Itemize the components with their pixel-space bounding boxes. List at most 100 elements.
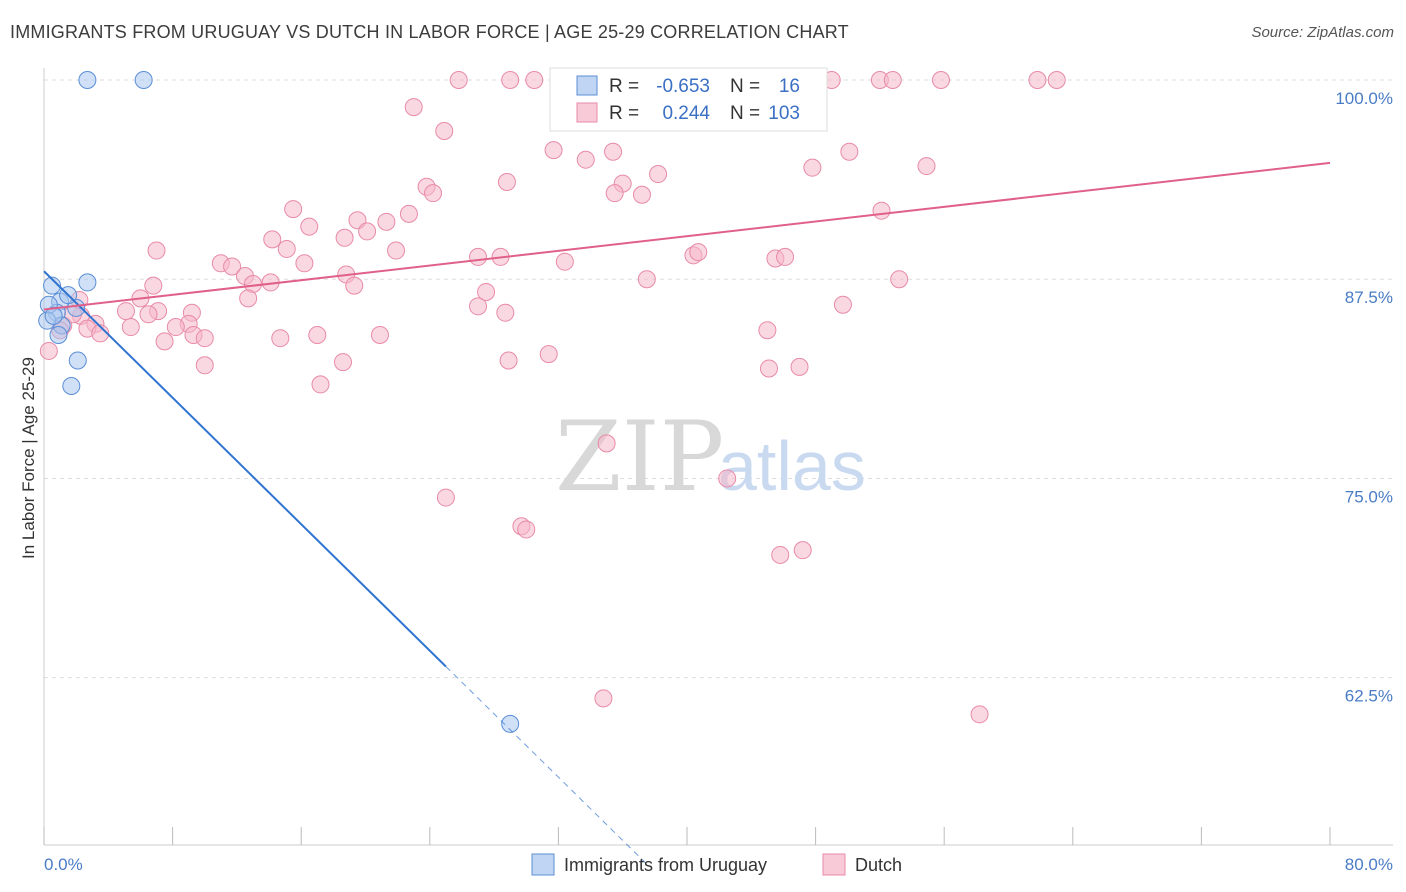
dutch-point-47 xyxy=(345,276,364,295)
dutch-point-53 xyxy=(147,241,166,260)
dutch-point-42 xyxy=(223,257,242,276)
dutch-point-84 xyxy=(195,356,214,375)
dutch-point-11 xyxy=(1047,71,1066,89)
dutch-point-97 xyxy=(39,341,58,360)
dutch-point-95 xyxy=(594,689,613,708)
uruguay-point-14 xyxy=(501,714,520,733)
dutch-point-14 xyxy=(544,141,563,160)
dutch-point-10 xyxy=(1028,71,1047,89)
x-tick-label-max: 80.0% xyxy=(1345,855,1393,874)
dutch-point-55 xyxy=(144,276,163,295)
dutch-point-85 xyxy=(759,359,778,378)
dutch-point-77 xyxy=(758,321,777,340)
uruguay-point-4 xyxy=(67,298,86,317)
grid-lines xyxy=(44,79,1393,679)
dutch-point-82 xyxy=(499,351,518,370)
dutch-point-96 xyxy=(970,705,989,724)
dutch-points xyxy=(39,71,1066,724)
dutch-point-87 xyxy=(311,375,330,394)
uruguay-point-2 xyxy=(43,276,62,295)
dutch-point-57 xyxy=(239,289,258,308)
dutch-point-68 xyxy=(91,324,110,343)
legend: R = -0.653 N = 16 R = 0.244 N = 103 xyxy=(549,67,828,132)
dutch-point-33 xyxy=(335,228,354,247)
uruguay-point-15 xyxy=(44,306,63,325)
dutch-point-83 xyxy=(539,345,558,364)
dutch-point-1 xyxy=(501,71,520,89)
dutch-point-89 xyxy=(718,469,737,488)
dutch-point-78 xyxy=(833,295,852,314)
legend-r-value-uruguay: -0.653 xyxy=(656,76,710,97)
uruguay-point-12 xyxy=(68,351,87,370)
dutch-point-0 xyxy=(449,71,468,89)
dutch-point-15 xyxy=(576,150,595,169)
dutch-point-64 xyxy=(116,302,135,321)
legend-n-label-dutch: N = xyxy=(730,103,760,124)
dutch-point-13 xyxy=(435,122,454,140)
dutch-point-59 xyxy=(469,297,488,316)
dutch-point-40 xyxy=(295,254,314,273)
chart-source: Source: ZipAtlas.com xyxy=(1251,24,1394,41)
y-tick-label-3: 100.0% xyxy=(1335,89,1393,108)
dutch-point-58 xyxy=(477,282,496,301)
dutch-point-24 xyxy=(632,185,651,204)
dutch-point-76 xyxy=(370,326,389,344)
uruguay-trend-extension xyxy=(445,666,648,865)
dutch-point-32 xyxy=(300,217,319,236)
legend-n-value-uruguay: 16 xyxy=(779,76,800,97)
dutch-point-12 xyxy=(404,98,423,117)
uruguay-point-0 xyxy=(78,71,97,89)
uruguay-points xyxy=(38,71,520,733)
dutch-point-28 xyxy=(284,200,303,219)
dutch-point-17 xyxy=(840,142,859,161)
dutch-point-23 xyxy=(605,184,624,203)
dutch-point-80 xyxy=(155,332,174,351)
dutch-point-30 xyxy=(358,222,377,241)
dutch-point-26 xyxy=(424,184,443,203)
dutch-point-52 xyxy=(637,270,656,289)
dutch-point-16 xyxy=(604,142,623,161)
bottom-legend-label-uruguay: Immigrants from Uruguay xyxy=(564,855,767,875)
chart-title: IMMIGRANTS FROM URUGUAY VS DUTCH IN LABO… xyxy=(10,22,849,42)
dutch-point-90 xyxy=(436,488,455,507)
legend-n-label-uruguay: N = xyxy=(730,76,760,97)
dutch-point-22 xyxy=(649,165,668,184)
dutch-point-34 xyxy=(872,201,891,220)
dutch-trend-line xyxy=(43,161,1331,311)
dutch-point-2 xyxy=(525,71,544,89)
y-axis-label: In Labor Force | Age 25-29 xyxy=(19,357,38,559)
dutch-point-50 xyxy=(776,247,795,266)
dutch-point-8 xyxy=(883,71,902,89)
trend-lines xyxy=(43,161,1331,865)
uruguay-point-1 xyxy=(134,71,153,89)
legend-n-value-dutch: 103 xyxy=(768,103,800,124)
y-tick-labels: 62.5% 75.0% 87.5% 100.0% xyxy=(1335,89,1393,706)
legend-r-label-dutch: R = xyxy=(609,103,639,124)
dutch-point-74 xyxy=(271,329,290,348)
y-tick-label-0: 62.5% xyxy=(1345,687,1393,706)
dutch-point-81 xyxy=(333,353,352,372)
dutch-point-73 xyxy=(195,329,214,348)
dutch-point-69 xyxy=(121,318,140,337)
legend-r-value-dutch: 0.244 xyxy=(662,103,710,124)
legend-swatch-uruguay xyxy=(576,75,598,96)
dutch-point-86 xyxy=(790,357,809,376)
y-tick-label-1: 75.0% xyxy=(1345,487,1393,506)
legend-r-label-uruguay: R = xyxy=(609,76,639,97)
dutch-point-38 xyxy=(469,247,488,266)
dutch-point-72 xyxy=(166,318,185,337)
bottom-legend-label-dutch: Dutch xyxy=(855,855,902,875)
dutch-point-79 xyxy=(890,270,909,289)
dutch-point-20 xyxy=(497,173,516,191)
dutch-point-36 xyxy=(277,239,296,258)
dutch-point-63 xyxy=(139,305,158,324)
dutch-point-51 xyxy=(689,243,708,262)
dutch-point-27 xyxy=(399,204,418,223)
dutch-point-92 xyxy=(517,520,536,539)
bottom-legend: Immigrants from Uruguay Dutch xyxy=(531,853,902,876)
dutch-point-19 xyxy=(917,157,936,176)
watermark: ZIP atlas xyxy=(555,401,866,513)
uruguay-point-5 xyxy=(78,273,97,292)
dutch-point-54 xyxy=(555,252,574,271)
